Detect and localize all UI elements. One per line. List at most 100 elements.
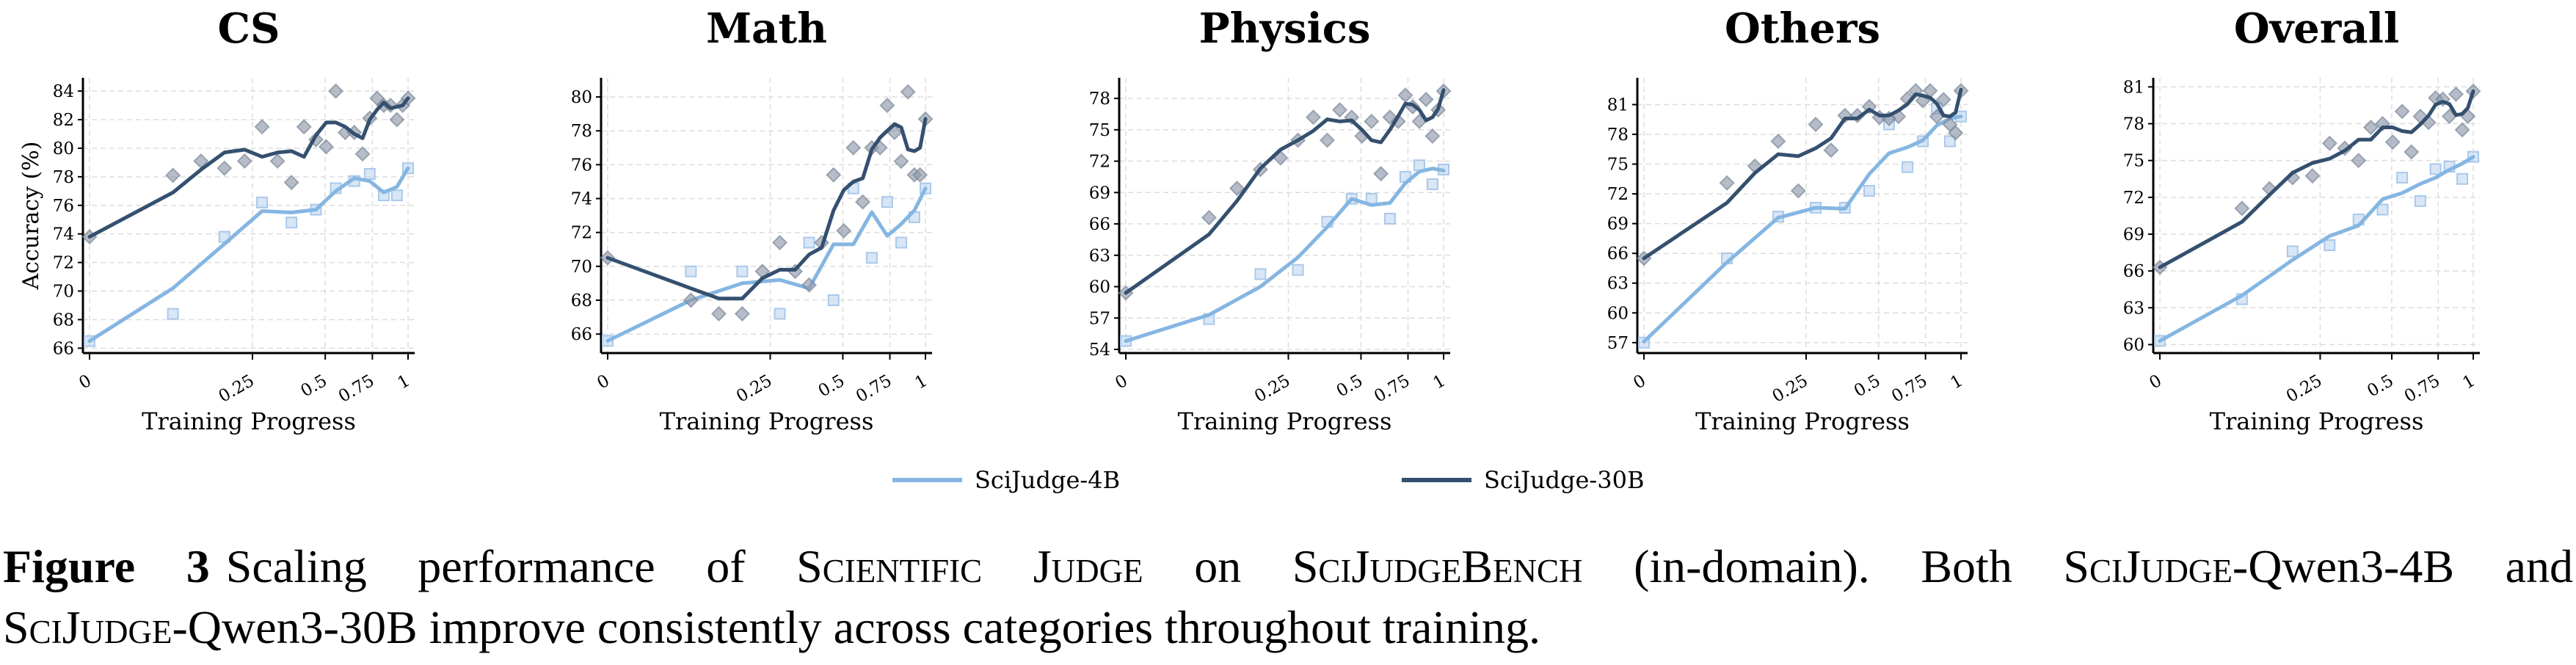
raw-point-sj30b — [1823, 142, 1839, 159]
raw-point-sj30b — [683, 292, 699, 308]
raw-point-sj30b — [845, 139, 862, 156]
x-tick-label: 0.5 — [297, 371, 330, 401]
y-tick-label: 78 — [2123, 115, 2144, 134]
line-sj30b — [2158, 89, 2475, 269]
x-tick-label: 1 — [394, 371, 413, 393]
x-tick-label: 1 — [1947, 371, 1966, 393]
raw-point-sj30b — [2384, 134, 2401, 150]
y-axis-label: Accuracy (%) — [18, 141, 44, 290]
x-tick-label: 1 — [2459, 371, 2478, 393]
y-tick-label: 74 — [53, 225, 74, 244]
y-tick-label: 60 — [2123, 335, 2144, 355]
x-tick-label: 0 — [1112, 371, 1131, 393]
y-tick-label: 63 — [1607, 275, 1629, 294]
x-tick-label: 0.5 — [815, 371, 848, 401]
line-sj30b — [1642, 87, 1963, 261]
legend: SciJudge-4B SciJudge-30B — [892, 466, 1644, 494]
y-tick-label: 74 — [571, 190, 592, 209]
raw-point-sj30b — [2321, 135, 2337, 151]
y-tick-label: 57 — [1607, 334, 1629, 353]
raw-point-sj30b — [1305, 109, 1322, 126]
y-tick-label: 66 — [2123, 262, 2144, 281]
raw-point-sj30b — [1935, 92, 1951, 108]
line-sj4b — [1124, 167, 1446, 344]
caption-smallcaps: SciJudge — [2063, 540, 2233, 592]
y-tick-label: 69 — [2123, 225, 2144, 244]
legend-label: SciJudge-30B — [1484, 466, 1644, 494]
raw-point-sj30b — [1790, 183, 1806, 199]
x-tick-label: 0 — [76, 371, 95, 393]
x-tick-label: 1 — [912, 371, 931, 393]
raw-point-sj4b — [390, 189, 403, 202]
raw-point-sj30b — [269, 153, 285, 170]
y-tick-label: 60 — [1607, 304, 1629, 323]
y-tick-label: 63 — [2123, 299, 2144, 318]
x-tick-label: 0.25 — [2283, 371, 2325, 407]
chart-title: Overall — [2234, 4, 2399, 53]
raw-point-sj4b — [865, 252, 878, 264]
chart-panel-overall: Overall 60 63 66 69 72 75 78 81 0 0.25 0.5 0.75 1 Trai… — [2123, 4, 2481, 435]
raw-point-sj4b — [285, 217, 298, 229]
raw-point-sj4b — [895, 236, 908, 249]
raw-point-sj4b — [1902, 161, 1914, 173]
figure-caption-line-2: SciJudge-Qwen3-30B improve consistently … — [3, 600, 2573, 655]
raw-point-sj30b — [1808, 116, 1824, 133]
x-tick-label: 0.5 — [1334, 371, 1367, 401]
raw-point-sj30b — [354, 146, 371, 162]
y-tick-label: 82 — [53, 111, 74, 130]
raw-point-sj4b — [167, 308, 179, 320]
raw-point-sj30b — [1948, 125, 1964, 141]
raw-point-sj4b — [1292, 264, 1304, 276]
x-tick-label: 0 — [594, 371, 613, 393]
x-tick-label: 0.25 — [733, 371, 775, 407]
x-tick-label: 0.5 — [2364, 371, 2397, 401]
legend-label: SciJudge-4B — [975, 466, 1120, 494]
raw-point-sj30b — [2351, 153, 2367, 169]
raw-point-sj30b — [296, 119, 312, 135]
raw-point-sj30b — [1770, 133, 1786, 150]
raw-point-sj30b — [1425, 128, 1441, 144]
raw-point-sj30b — [165, 167, 181, 183]
raw-point-sj30b — [836, 222, 852, 239]
chart-panel-cs: CS 66 68 70 72 74 76 78 80 82 84 0 0.25 0.5 0.75 1 Train… — [18, 4, 416, 435]
y-tick-label: 72 — [1089, 153, 1110, 172]
raw-point-sj30b — [801, 277, 818, 293]
raw-point-sj30b — [283, 175, 299, 191]
chart-panel-math: Math 66 68 70 72 74 76 78 80 0 0.25 0.5 0.75 1 Trainin… — [571, 4, 934, 435]
x-tick-label: 0.25 — [216, 371, 258, 407]
y-tick-label: 72 — [571, 224, 592, 243]
raw-point-sj4b — [736, 265, 749, 277]
raw-point-sj30b — [2234, 200, 2250, 217]
raw-point-sj30b — [854, 194, 871, 210]
raw-point-sj30b — [879, 98, 895, 114]
raw-point-sj30b — [318, 139, 335, 155]
raw-point-sj30b — [1229, 180, 1245, 197]
y-tick-label: 80 — [571, 88, 592, 107]
y-tick-label: 78 — [1089, 90, 1110, 109]
raw-point-sj30b — [900, 84, 916, 100]
line-sj4b — [87, 166, 410, 344]
raw-point-sj30b — [2404, 144, 2420, 160]
x-tick-label: 0.75 — [1371, 371, 1413, 407]
raw-point-sj30b — [254, 119, 270, 135]
raw-point-sj4b — [1254, 268, 1267, 280]
raw-point-sj30b — [1397, 87, 1413, 103]
raw-point-sj30b — [217, 160, 233, 176]
y-tick-label: 66 — [1607, 244, 1629, 264]
x-tick-label: 0 — [1630, 371, 1649, 393]
raw-point-sj30b — [710, 305, 727, 322]
raw-point-sj4b — [685, 265, 697, 277]
raw-point-sj30b — [826, 167, 842, 183]
y-tick-label: 78 — [1607, 126, 1629, 145]
raw-point-sj4b — [1426, 178, 1438, 190]
raw-point-sj4b — [1383, 212, 1396, 225]
x-tick-label: 1 — [1430, 371, 1449, 393]
raw-point-sj4b — [2324, 239, 2336, 252]
raw-point-sj30b — [2448, 86, 2464, 103]
y-tick-label: 60 — [1089, 278, 1110, 297]
caption-smallcaps: SciJudge — [3, 601, 172, 653]
raw-point-sj30b — [912, 167, 928, 183]
y-tick-label: 81 — [1607, 95, 1629, 115]
raw-point-sj30b — [1201, 209, 1218, 226]
